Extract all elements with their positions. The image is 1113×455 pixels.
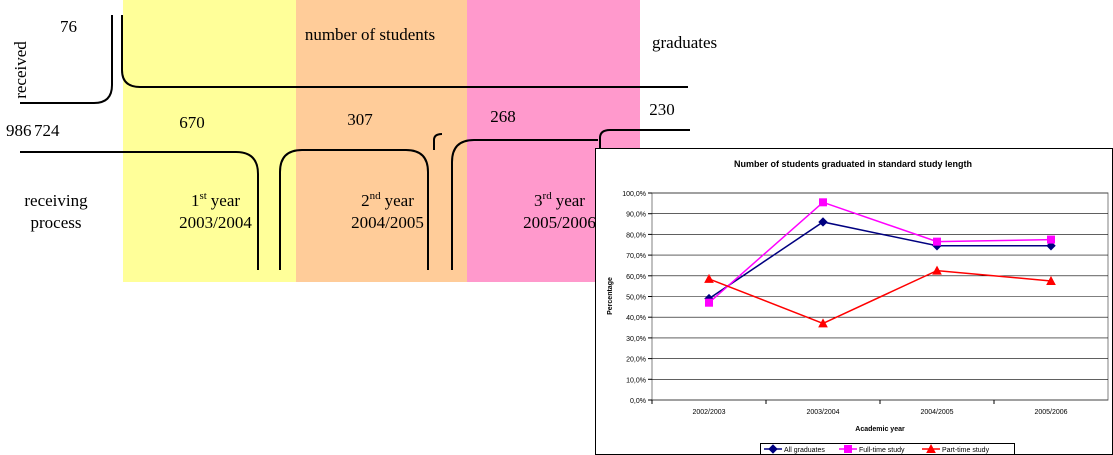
chart-frame: [595, 148, 1113, 455]
y-tick-label: 40,0%: [626, 315, 646, 322]
students-count: 307: [347, 110, 373, 129]
year2-bracket: [279, 149, 429, 270]
ordinal: 1: [191, 191, 200, 210]
y-tick-label: 60,0%: [626, 274, 646, 281]
legend-label: Part-time study: [942, 447, 990, 454]
ordinal: 2: [361, 191, 370, 210]
y-tick-label: 0,0%: [630, 398, 646, 405]
marker: [705, 298, 713, 307]
y-tick-label: 30,0%: [626, 336, 646, 343]
year-word: year: [556, 191, 586, 210]
year3-hook: [433, 133, 443, 150]
y-tick-label: 100,0%: [622, 191, 646, 198]
diagram-text: received 76 number of students graduates…: [6, 17, 717, 232]
marker: [932, 265, 942, 275]
intake-total: 986: [6, 121, 32, 140]
marker: [768, 444, 778, 454]
year-word: year: [211, 191, 241, 210]
series-line: [708, 269, 1052, 325]
year-period: 2004/2005: [351, 213, 424, 232]
chart: Number of students graduated in standard…: [595, 148, 1113, 455]
x-tick-label: 2002/2003: [692, 409, 725, 416]
ordinal-suffix: rd: [543, 190, 553, 202]
marker: [1046, 241, 1056, 251]
ordinal-suffix: nd: [370, 190, 382, 202]
series-line: [708, 221, 1051, 300]
legend-label: All graduates: [784, 447, 825, 454]
y-tick-label: 90,0%: [626, 212, 646, 219]
receiving-label: receiving: [24, 191, 88, 210]
year1-bracket: [20, 151, 259, 270]
graduates-bracket: [599, 129, 690, 148]
marker: [844, 445, 852, 453]
year-column: [296, 0, 467, 282]
year-period: 2003/2004: [179, 213, 252, 232]
students-count: 670: [179, 113, 205, 132]
year-column: [123, 0, 296, 282]
year-label: 3rd year: [534, 190, 585, 210]
series-line: [708, 201, 1052, 304]
marker: [704, 273, 714, 283]
year3-bracket: [451, 139, 598, 270]
y-tick-label: 20,0%: [626, 357, 646, 364]
x-tick-label: 2003/2004: [806, 409, 839, 416]
marker: [1046, 275, 1056, 285]
y-tick-label: 80,0%: [626, 232, 646, 239]
chart-title: Number of students graduated in standard…: [734, 159, 972, 169]
marker: [933, 237, 941, 246]
x-tick-label: 2004/2005: [920, 409, 953, 416]
year-period: 2005/2006: [523, 213, 596, 232]
students-count: 268: [490, 107, 516, 126]
marker: [926, 443, 936, 453]
received-label: received: [11, 41, 30, 99]
y-tick-label: 50,0%: [626, 295, 646, 302]
marker: [818, 318, 828, 328]
year-label: 1st year: [191, 190, 240, 210]
intake-admitted: 724: [34, 121, 60, 140]
columns-header: number of students: [305, 25, 435, 44]
y-axis-title: Percentage: [607, 277, 614, 315]
legend-label: Full-time study: [859, 447, 905, 454]
graduated-count: 230: [649, 100, 675, 119]
flow-lines: [20, 15, 690, 270]
y-tick-label: 70,0%: [626, 253, 646, 260]
received-count: 76: [60, 17, 77, 36]
y-tick-label: 10,0%: [626, 377, 646, 384]
marker: [818, 217, 828, 227]
receiving-label: process: [31, 213, 82, 232]
graduates-label: graduates: [652, 33, 717, 52]
year-word: year: [385, 191, 415, 210]
x-tick-label: 2005/2006: [1034, 409, 1067, 416]
year-label: 2nd year: [361, 190, 414, 210]
ordinal: 3: [534, 191, 543, 210]
ordinal-suffix: st: [199, 190, 206, 202]
marker: [1047, 235, 1055, 244]
header-bracket: [121, 15, 688, 88]
marker: [819, 198, 827, 207]
received-bracket: [20, 15, 113, 104]
x-axis-title: Academic year: [855, 426, 905, 433]
